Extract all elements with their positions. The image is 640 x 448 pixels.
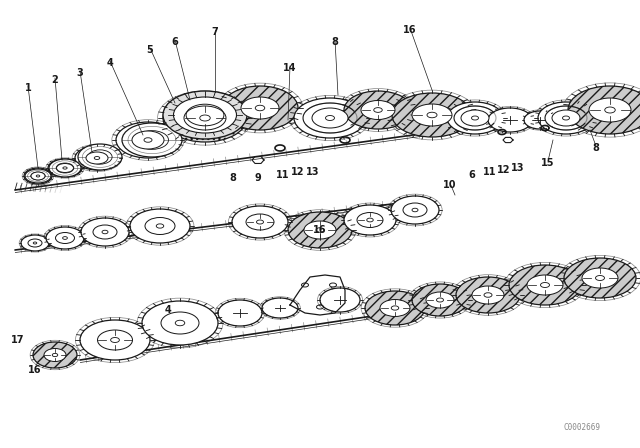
Ellipse shape	[218, 300, 262, 326]
Ellipse shape	[294, 98, 366, 138]
Ellipse shape	[116, 122, 180, 158]
Text: 8: 8	[593, 143, 600, 153]
Ellipse shape	[97, 330, 132, 350]
Ellipse shape	[524, 111, 556, 129]
Ellipse shape	[456, 277, 520, 313]
Text: C0002669: C0002669	[563, 423, 600, 432]
Text: 9: 9	[255, 173, 261, 183]
Text: 12: 12	[497, 165, 511, 175]
Ellipse shape	[31, 172, 45, 180]
Ellipse shape	[130, 209, 190, 243]
Text: 17: 17	[12, 335, 25, 345]
Ellipse shape	[145, 217, 175, 234]
Ellipse shape	[361, 100, 395, 120]
Ellipse shape	[288, 212, 352, 248]
Ellipse shape	[28, 239, 42, 247]
Ellipse shape	[312, 108, 348, 128]
Ellipse shape	[589, 98, 631, 122]
Ellipse shape	[184, 106, 226, 130]
Text: 2: 2	[52, 75, 58, 85]
Ellipse shape	[488, 108, 532, 132]
Ellipse shape	[163, 94, 247, 142]
Ellipse shape	[403, 203, 427, 217]
Ellipse shape	[49, 159, 81, 177]
Text: 14: 14	[284, 63, 297, 73]
Ellipse shape	[241, 97, 279, 119]
Text: 16: 16	[403, 25, 417, 35]
Ellipse shape	[262, 298, 298, 318]
Ellipse shape	[81, 218, 129, 246]
Text: 6: 6	[172, 37, 179, 47]
Ellipse shape	[46, 227, 84, 249]
Ellipse shape	[509, 265, 581, 305]
Ellipse shape	[222, 86, 298, 130]
Ellipse shape	[93, 225, 117, 239]
Ellipse shape	[24, 168, 52, 184]
Text: 11: 11	[483, 167, 497, 177]
Text: 7: 7	[212, 27, 218, 37]
Ellipse shape	[320, 288, 360, 312]
Ellipse shape	[80, 320, 150, 360]
Text: 8: 8	[332, 37, 339, 47]
Ellipse shape	[44, 349, 66, 362]
Ellipse shape	[461, 110, 489, 126]
Ellipse shape	[380, 300, 410, 316]
Ellipse shape	[25, 169, 51, 183]
Ellipse shape	[412, 104, 452, 126]
Ellipse shape	[163, 91, 247, 139]
Text: 16: 16	[28, 365, 42, 375]
Ellipse shape	[357, 212, 383, 228]
Ellipse shape	[344, 205, 396, 235]
Ellipse shape	[132, 131, 164, 149]
Ellipse shape	[161, 312, 199, 334]
Text: 13: 13	[511, 163, 525, 173]
Ellipse shape	[391, 196, 439, 224]
Ellipse shape	[392, 93, 472, 137]
Ellipse shape	[568, 86, 640, 134]
Text: 8: 8	[230, 173, 236, 183]
Text: 4: 4	[164, 305, 172, 315]
Ellipse shape	[246, 214, 274, 230]
Ellipse shape	[527, 275, 563, 295]
Ellipse shape	[344, 91, 412, 129]
Ellipse shape	[472, 286, 504, 304]
Ellipse shape	[173, 97, 237, 133]
Text: 3: 3	[77, 68, 83, 78]
Ellipse shape	[232, 206, 288, 238]
Ellipse shape	[564, 258, 636, 298]
Ellipse shape	[426, 292, 454, 308]
Text: 10: 10	[444, 180, 457, 190]
Ellipse shape	[365, 291, 425, 325]
Ellipse shape	[582, 268, 618, 288]
Text: 15: 15	[541, 158, 555, 168]
Text: 16: 16	[313, 225, 327, 235]
Ellipse shape	[56, 163, 74, 173]
Text: 12: 12	[291, 167, 305, 177]
Ellipse shape	[142, 301, 218, 345]
Ellipse shape	[33, 342, 77, 368]
Ellipse shape	[412, 284, 468, 316]
Ellipse shape	[447, 102, 503, 134]
Ellipse shape	[136, 131, 168, 149]
Ellipse shape	[21, 235, 49, 251]
Text: 6: 6	[468, 170, 476, 180]
Text: 11: 11	[276, 170, 290, 180]
Ellipse shape	[48, 159, 82, 177]
Ellipse shape	[75, 146, 119, 170]
Ellipse shape	[56, 164, 74, 172]
Ellipse shape	[56, 233, 74, 244]
Ellipse shape	[78, 144, 122, 170]
Ellipse shape	[538, 102, 594, 134]
Ellipse shape	[304, 221, 336, 239]
Text: 4: 4	[107, 58, 113, 68]
Ellipse shape	[122, 123, 182, 157]
Ellipse shape	[31, 172, 45, 180]
Ellipse shape	[88, 150, 112, 164]
Ellipse shape	[86, 152, 108, 164]
Text: 13: 13	[307, 167, 320, 177]
Text: 5: 5	[147, 45, 154, 55]
Text: 1: 1	[24, 83, 31, 93]
Ellipse shape	[552, 110, 580, 126]
